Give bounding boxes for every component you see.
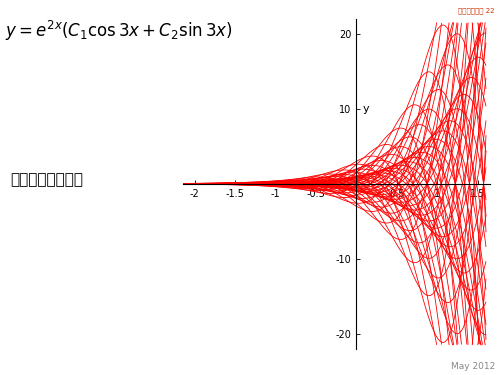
Text: May 2012: May 2012 bbox=[451, 362, 495, 371]
Text: $y = e^{2x}(C_1\cos 3x + C_2\sin 3x)$: $y = e^{2x}(C_1\cos 3x + C_2\sin 3x)$ bbox=[5, 19, 232, 43]
Text: 通解中的部分曲线: 通解中的部分曲线 bbox=[10, 172, 83, 188]
Text: y: y bbox=[363, 104, 370, 114]
Text: 微分方程作图 22: 微分方程作图 22 bbox=[458, 8, 495, 14]
